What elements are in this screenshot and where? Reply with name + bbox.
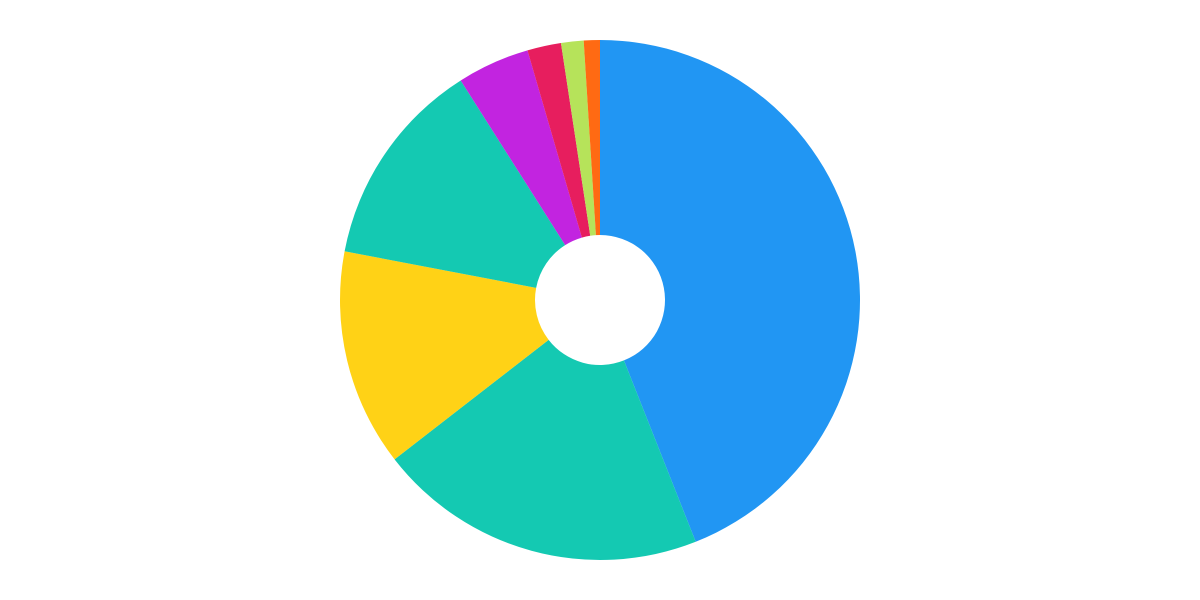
donut-chart bbox=[0, 0, 1200, 600]
donut-chart-container bbox=[0, 0, 1200, 600]
